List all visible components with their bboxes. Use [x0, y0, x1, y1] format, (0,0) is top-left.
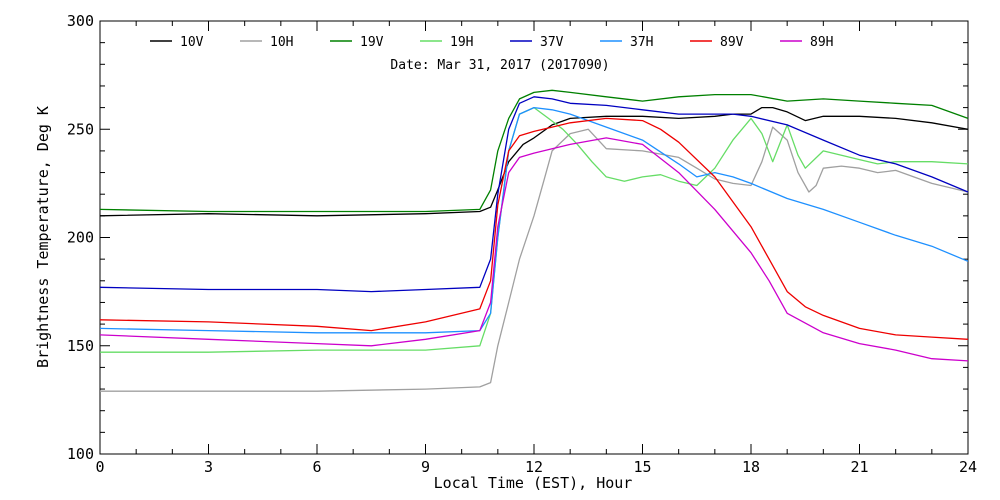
- plot-frame: [99, 20, 969, 455]
- x-tick-label: 18: [742, 458, 760, 476]
- x-tick-label: 3: [204, 458, 213, 476]
- series-layer: [99, 89, 969, 392]
- x-tick-label: 0: [95, 458, 104, 476]
- y-tick-label: 150: [67, 337, 94, 355]
- x-tick-label: 12: [525, 458, 543, 476]
- x-tick-label: 15: [633, 458, 651, 476]
- y-axis-label: Brightness Temperature, Deg K: [34, 106, 52, 368]
- y-tick-label: 300: [67, 12, 94, 30]
- y-tick-label: 200: [67, 229, 94, 247]
- legend-label-10v: 10V: [180, 35, 204, 50]
- series-line-19v: [99, 89, 969, 213]
- series-line-10v: [99, 106, 969, 217]
- legend-label-37v: 37V: [540, 35, 564, 50]
- x-tick-label: 21: [850, 458, 868, 476]
- date-annotation: Date: Mar 31, 2017 (2017090): [390, 58, 609, 73]
- series-line-37v: [99, 96, 969, 293]
- legend-label-19v: 19V: [360, 35, 384, 50]
- y-axis: 100 150 200 250 300: [67, 12, 968, 463]
- x-tick-label: 6: [312, 458, 321, 476]
- series-line-19h: [100, 106, 969, 353]
- series-line-37h: [99, 106, 969, 334]
- plot-border: [99, 20, 969, 455]
- legend-label-37h: 37H: [630, 35, 653, 50]
- x-axis: 0 3 6 9 12 15 18 21 24: [95, 21, 977, 476]
- legend-label-89h: 89H: [810, 35, 833, 50]
- legend-label-89v: 89V: [720, 35, 744, 50]
- legend: 10V 10H 19V 19H 37V 37H 89V 89H: [150, 35, 833, 50]
- x-axis-label: Local Time (EST), Hour: [434, 474, 633, 492]
- y-tick-label: 100: [67, 445, 94, 463]
- y-tick-label: 250: [67, 120, 94, 138]
- series-line-89h: [99, 137, 969, 362]
- series-line-89v: [99, 117, 969, 340]
- x-tick-label: 24: [959, 458, 977, 476]
- legend-label-10h: 10H: [270, 35, 293, 50]
- x-tick-label: 9: [421, 458, 430, 476]
- series-line-10h: [100, 126, 969, 392]
- legend-label-19h: 19H: [450, 35, 473, 50]
